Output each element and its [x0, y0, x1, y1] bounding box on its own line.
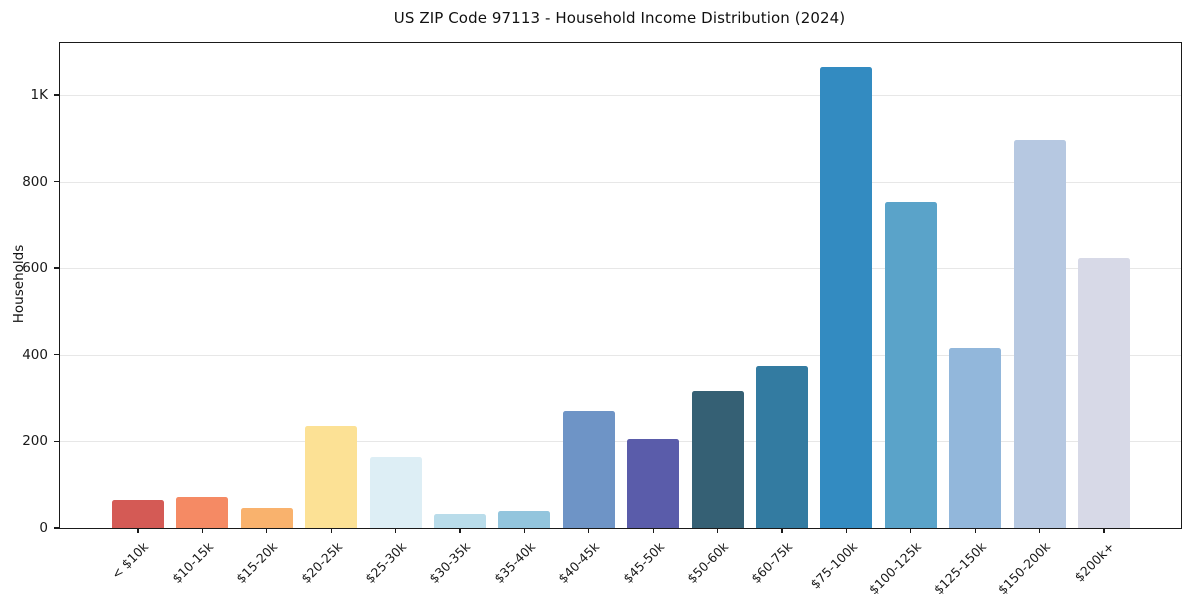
y-tick-label: 800	[22, 173, 48, 190]
bar-0	[112, 499, 164, 528]
gridline-y-400	[60, 354, 1181, 356]
bar-14	[1013, 140, 1066, 528]
bar-9	[691, 391, 744, 528]
y-tick-label: 600	[22, 260, 48, 277]
y-tick-label: 200	[22, 433, 48, 450]
bar-4	[369, 456, 422, 528]
bar-7	[562, 411, 615, 528]
x-tick-mark	[459, 528, 461, 533]
y-tick-mark	[53, 354, 59, 356]
y-tick-mark	[53, 180, 59, 183]
gridline-y-800	[60, 181, 1181, 183]
y-tick-label: 0	[39, 520, 48, 536]
x-tick-label-wrap: $200k+	[957, 536, 1118, 585]
x-tick-mark	[330, 528, 332, 533]
y-axis-label: Households	[11, 244, 27, 324]
x-tick-mark	[201, 528, 204, 533]
gridline-y-200	[60, 441, 1181, 443]
bar-8	[627, 439, 680, 528]
bar-6	[498, 510, 551, 528]
y-tick-label: 400	[22, 346, 48, 363]
bar-5	[434, 514, 486, 528]
y-tick-mark	[53, 267, 59, 269]
x-tick-mark	[910, 528, 912, 533]
x-tick-mark	[781, 528, 783, 533]
y-tick-mark	[53, 527, 59, 529]
x-tick-mark	[394, 528, 397, 533]
x-tick-mark	[1038, 528, 1041, 533]
gridline-y-1K	[60, 94, 1181, 96]
x-tick-mark	[588, 528, 590, 533]
x-tick-mark	[652, 528, 654, 533]
x-tick-mark	[845, 528, 848, 533]
plot-area: 0 200 400 600 800 1K < $10k $10-15k $15-20k $20-2…	[22, 42, 1182, 597]
x-tick-mark	[974, 528, 976, 533]
y-tick-mark	[53, 94, 59, 96]
bar-15	[1078, 257, 1130, 528]
x-tick-mark	[1103, 528, 1105, 533]
x-tick-mark	[523, 528, 526, 533]
bar-10	[756, 366, 808, 528]
bar-2	[240, 507, 293, 528]
y-tick-label: 1K	[30, 86, 48, 103]
x-tick-label: $200k+	[1071, 539, 1118, 585]
x-tick-mark	[716, 528, 719, 533]
chart-title: US ZIP Code 97113 - Household Income Dis…	[393, 9, 846, 27]
x-tick-mark	[137, 528, 139, 533]
bar-3	[305, 425, 358, 528]
gridline-y-600	[60, 268, 1181, 270]
x-tick-mark	[266, 528, 268, 533]
bar-12	[884, 201, 937, 528]
bar-13	[949, 348, 1002, 528]
y-tick-mark	[53, 440, 59, 443]
bar-11	[820, 66, 873, 528]
bar-1	[176, 496, 229, 528]
